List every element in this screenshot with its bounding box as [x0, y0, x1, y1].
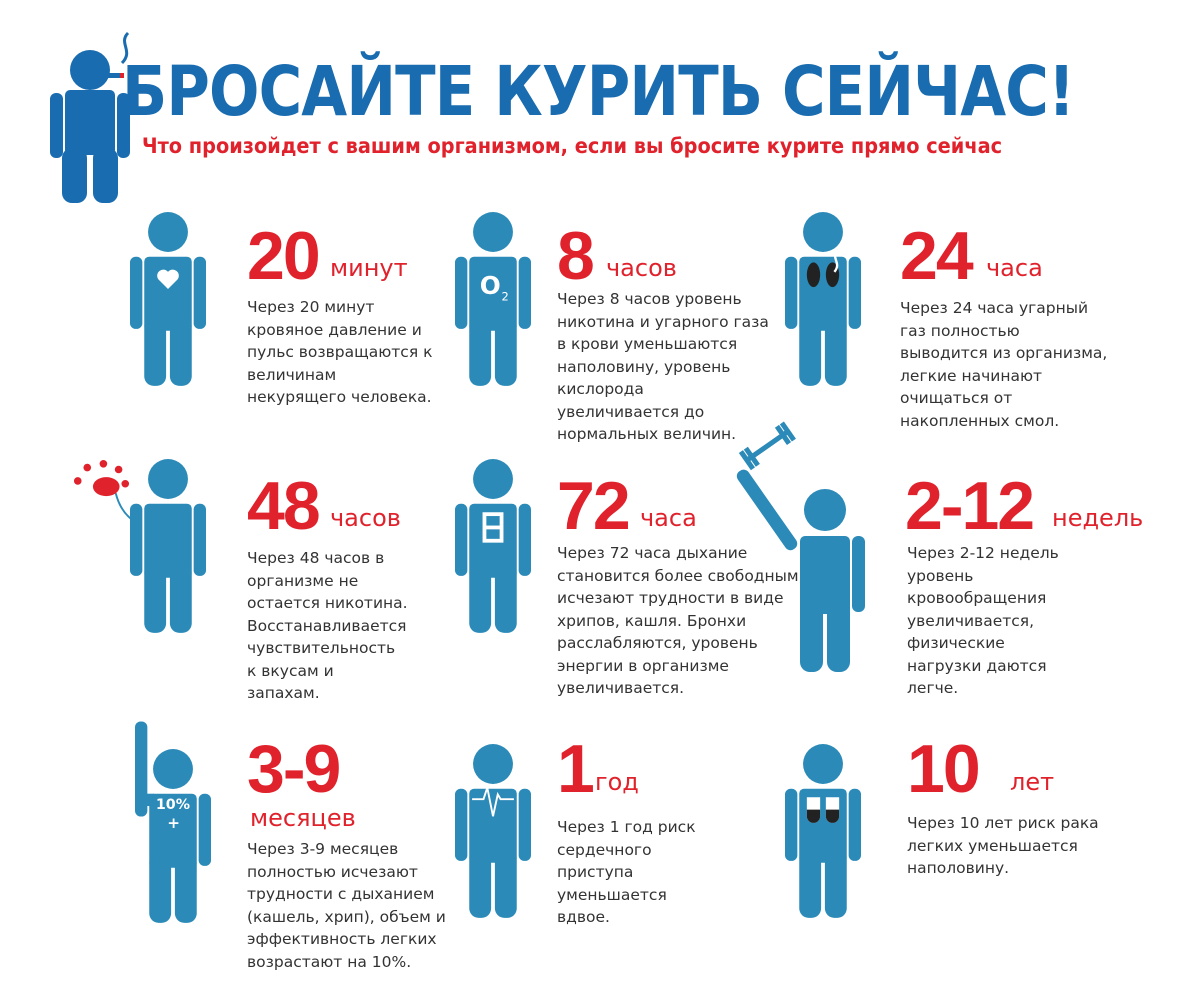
milestone-number: 8 [557, 218, 595, 294]
page-subtitle: Что произойдет с вашим организмом, если … [142, 134, 1003, 158]
milestone-description: Через 48 часов в организме не остается н… [247, 549, 408, 702]
milestone-number: 10 [907, 731, 981, 807]
milestone-number: 24 [900, 218, 974, 294]
person-figure-icon [785, 744, 861, 918]
milestone-number: 3-9 [247, 731, 341, 807]
milestone-unit: месяцев [250, 804, 356, 832]
bronchi-icon [482, 512, 504, 543]
clean-lungs-icon [806, 797, 840, 823]
milestone-unit: часа [986, 254, 1043, 282]
milestone-unit: год [595, 768, 639, 796]
milestone-description: Через 72 часа дыхание становится более с… [557, 544, 804, 697]
milestone-unit: недель [1052, 504, 1144, 532]
milestone-number: 2-12 [905, 468, 1035, 544]
person-figure-icon [130, 212, 206, 386]
person-figure-icon [455, 744, 531, 918]
milestone-unit: часов [330, 504, 401, 532]
milestone-number: 1 [557, 731, 595, 807]
milestone-unit: часа [640, 504, 697, 532]
milestone-description: Через 10 лет риск рака легких уменьшаетс… [907, 814, 1099, 877]
milestone-number: 20 [247, 218, 321, 294]
milestone-unit: минут [330, 254, 408, 282]
milestone-description: Через 1 год риск сердечного приступа уме… [557, 818, 696, 926]
lung-capacity-icon: 10%+ [156, 797, 190, 832]
flower-icon [73, 460, 136, 523]
milestone-description: Через 20 минут кровяное давление и пульс… [247, 298, 433, 406]
milestone-unit: лет [1010, 768, 1055, 796]
svg-text:+: + [167, 814, 180, 832]
svg-text:O: O [480, 271, 501, 300]
page-title: БРОСАЙТЕ КУРИТЬ СЕЙЧАС! [122, 52, 1075, 132]
milestone-number: 72 [557, 468, 631, 544]
milestone-unit: часов [606, 254, 677, 282]
person-figure-icon [785, 212, 861, 386]
person-figure-icon: 10%+ [135, 721, 211, 923]
person-figure-icon [73, 459, 206, 633]
heart-icon [157, 269, 179, 289]
milestone-description: Через 3-9 месяцев полностью исчезают тру… [247, 840, 446, 971]
milestone-description: Через 24 часа угарный газ полностью выво… [900, 299, 1108, 430]
heartbeat-icon [472, 784, 514, 817]
milestone-number: 48 [247, 468, 321, 544]
smoking-man-icon [50, 31, 130, 203]
smoky-lungs-icon [806, 250, 840, 288]
milestone-description: Через 8 часов уровень никотина и угарног… [557, 290, 769, 443]
person-figure-icon [736, 421, 865, 672]
dumbbell-icon [738, 421, 796, 471]
person-figure-icon [455, 459, 531, 633]
svg-text:2: 2 [502, 289, 509, 303]
svg-text:10%: 10% [156, 797, 190, 813]
milestone-description: Через 2-12 недель уровень кровообращения… [907, 544, 1059, 697]
